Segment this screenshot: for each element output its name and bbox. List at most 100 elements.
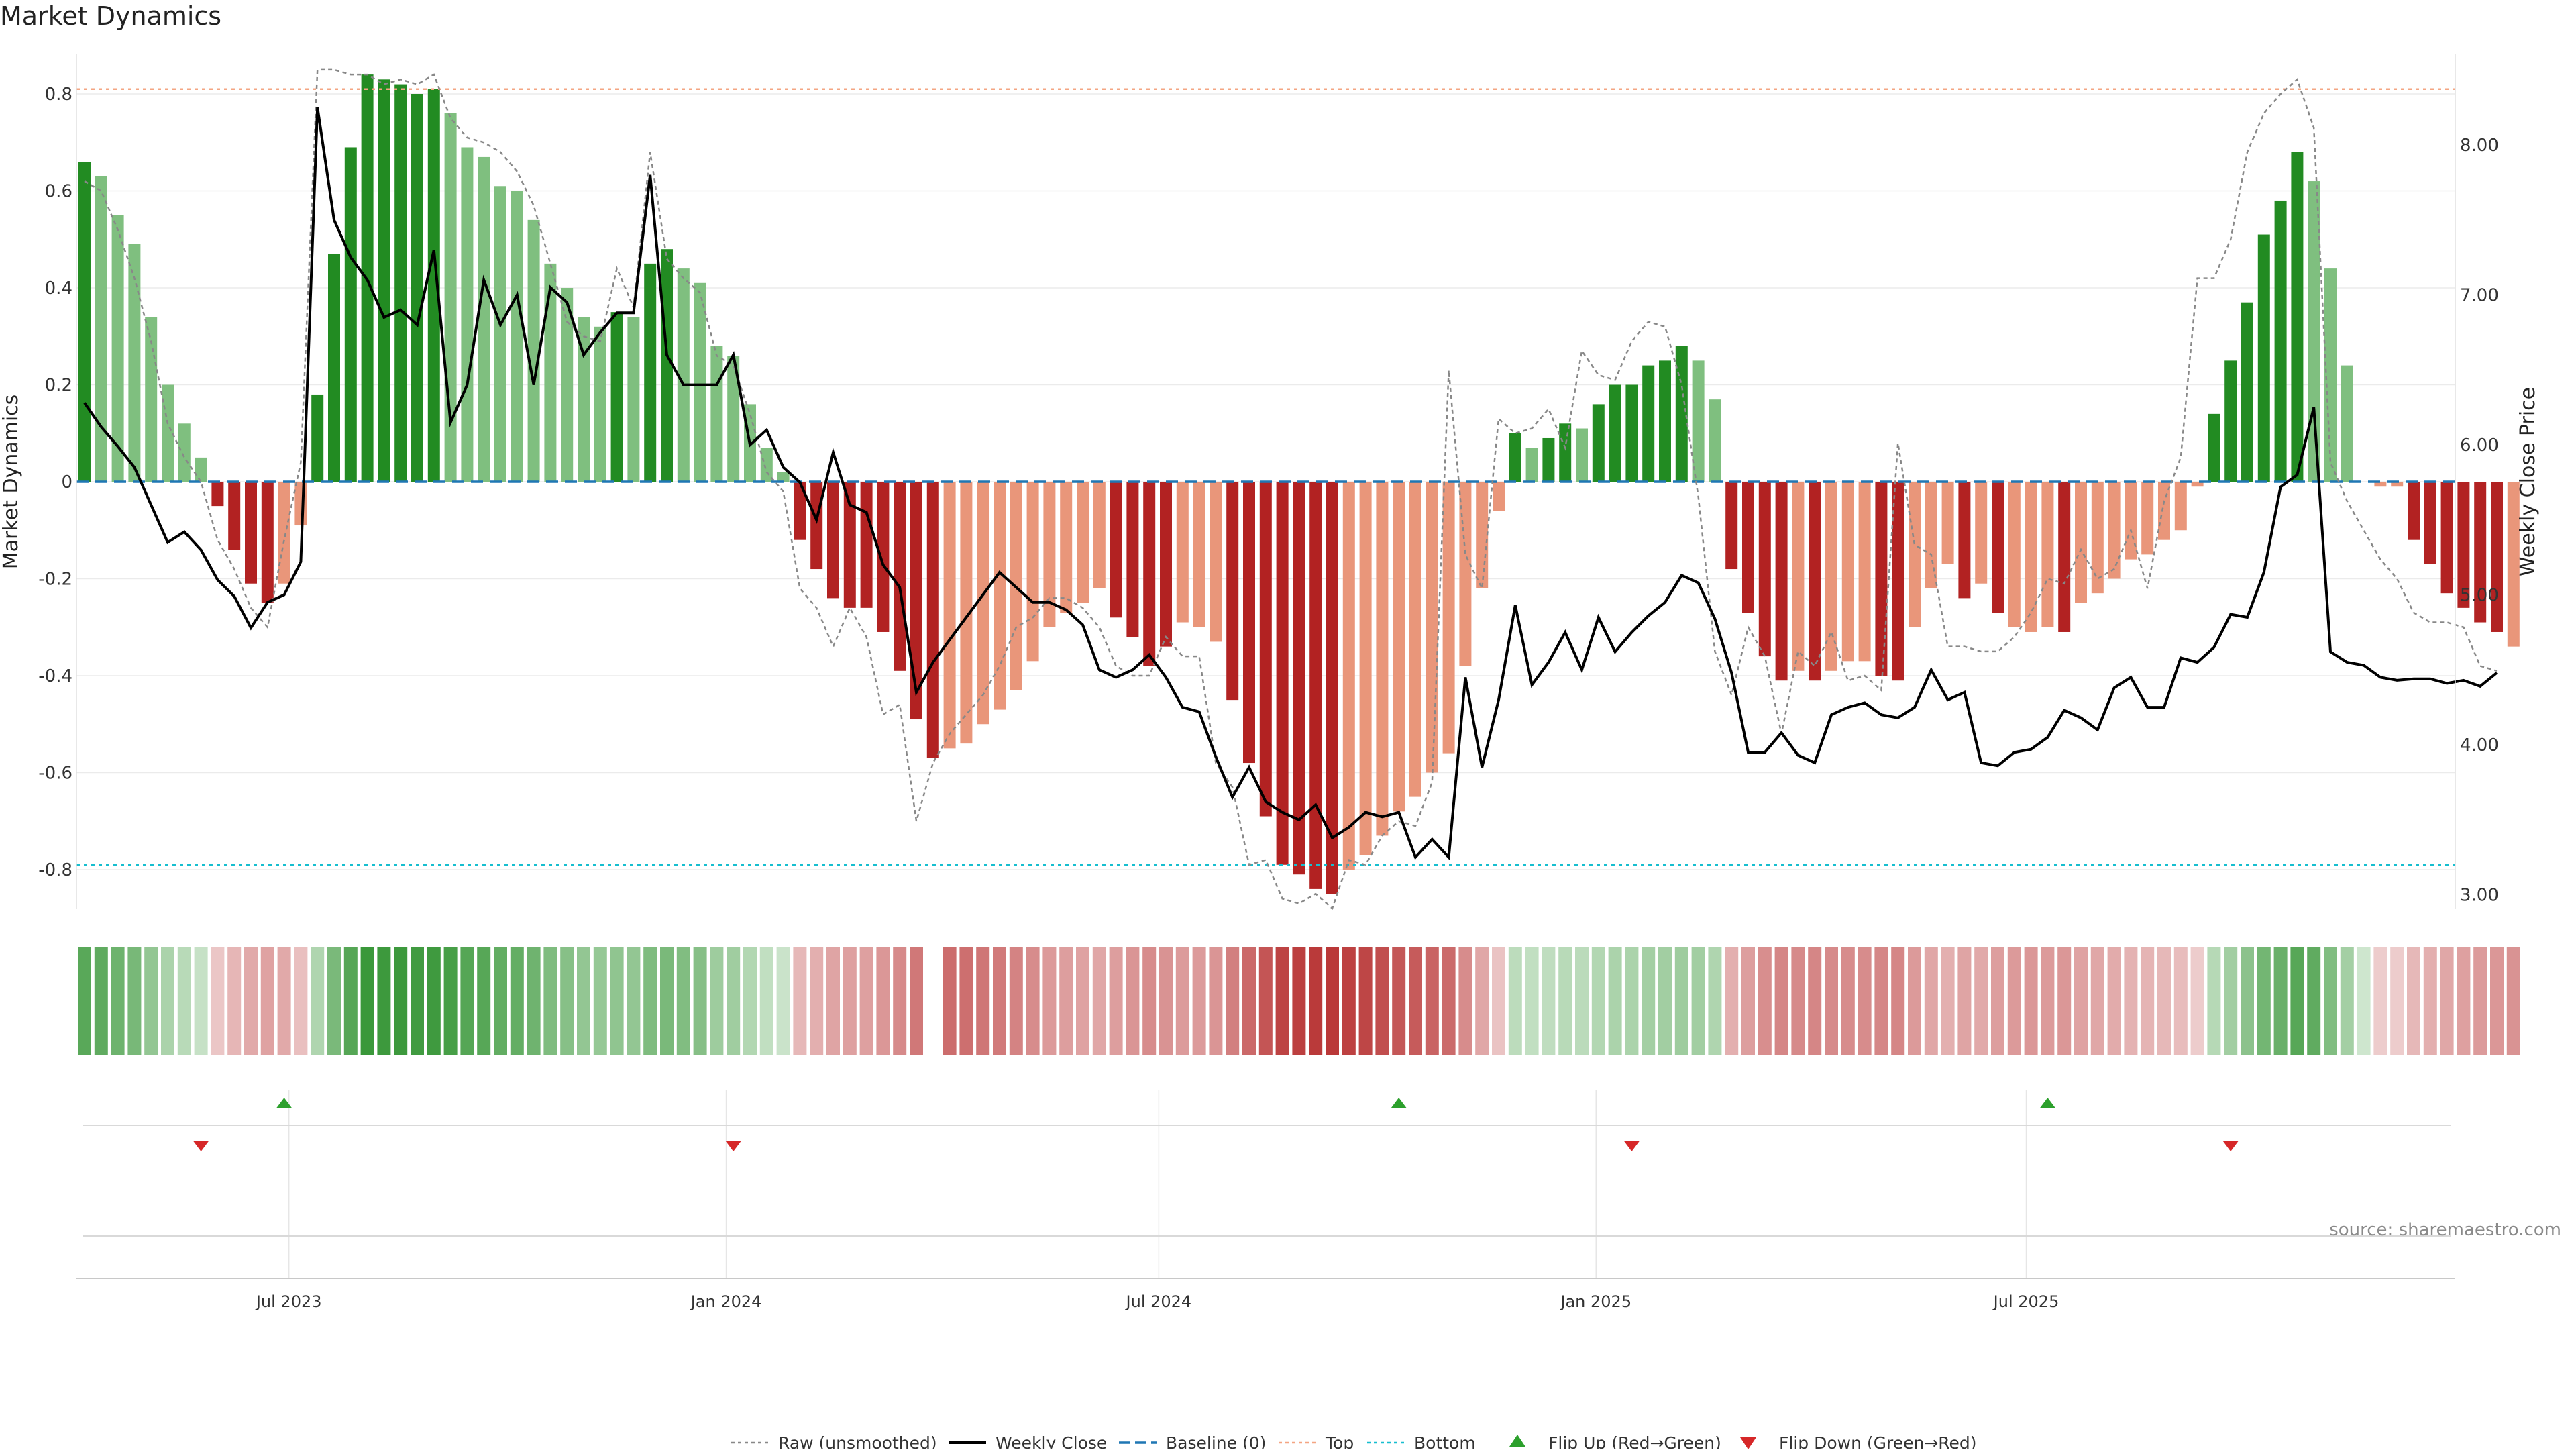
legend-close-label: Weekly Close	[996, 1433, 1107, 1449]
dynamics-bar	[494, 186, 506, 482]
dynamics-bar	[1293, 482, 1305, 875]
series-lines	[83, 68, 2498, 910]
flip-markers-panel	[83, 1098, 2451, 1237]
dynamics-bar	[777, 472, 790, 482]
heat-cell	[810, 947, 824, 1055]
dynamics-bar	[860, 482, 873, 608]
dynamics-bar	[1509, 433, 1521, 482]
legend-flip-up-label: Flip Up (Red→Green)	[1548, 1433, 1721, 1449]
heat-cell	[494, 947, 507, 1055]
heat-cell	[660, 947, 674, 1055]
dynamics-bar	[1758, 482, 1771, 657]
y-tick-label: 0.8	[45, 85, 72, 105]
dynamics-bar	[960, 482, 973, 744]
dynamics-bar	[111, 215, 124, 482]
dynamics-bar	[2291, 152, 2304, 482]
dynamics-bar	[1259, 482, 1272, 817]
dynamics-bar	[561, 288, 574, 482]
heat-cell	[1525, 947, 1539, 1055]
dynamics-bar	[2058, 482, 2071, 632]
page-title: Market Dynamics	[0, 1, 222, 31]
heat-cell	[194, 947, 208, 1055]
dynamics-bar	[1858, 482, 1871, 662]
heat-cell	[1342, 947, 1356, 1055]
heat-cell	[1558, 947, 1572, 1055]
heat-cell	[311, 947, 325, 1055]
heat-cell	[1475, 947, 1489, 1055]
heat-cell	[394, 947, 408, 1055]
heat-cell	[593, 947, 607, 1055]
heat-cell	[127, 947, 142, 1055]
raw-line	[84, 68, 2498, 910]
dynamics-bar	[894, 482, 906, 671]
dynamics-bar	[1542, 437, 1555, 482]
heat-cell	[1691, 947, 1705, 1055]
heat-cell	[776, 947, 790, 1055]
heat-cell	[411, 947, 424, 1055]
heat-cell	[2407, 947, 2420, 1055]
dynamics-bar	[2091, 482, 2104, 594]
heat-cell	[460, 947, 474, 1055]
source-label: source: sharemaestro.com	[2329, 1220, 2561, 1240]
heat-cell	[1791, 947, 1805, 1055]
heat-cell	[910, 947, 923, 1055]
dynamics-bar	[2041, 482, 2054, 627]
flip-down-marker	[725, 1141, 742, 1151]
dynamics-bar	[1775, 482, 1788, 681]
dynamics-bar	[1975, 482, 1988, 584]
y2-tick-label: 5.00	[2460, 586, 2499, 606]
flip-down-marker	[193, 1141, 209, 1151]
legend: Raw (unsmoothed) Weekly Close Baseline (0)…	[731, 1433, 1977, 1452]
dynamics-bar	[178, 423, 191, 482]
heat-cell	[2124, 947, 2138, 1055]
y-tick-label: -0.6	[38, 764, 72, 784]
dynamics-bar	[411, 94, 423, 482]
heat-cell	[2440, 947, 2454, 1055]
dynamics-bar	[1642, 365, 1655, 482]
dynamics-bar	[1559, 423, 1572, 482]
heat-cell	[859, 947, 873, 1055]
heat-cell	[2307, 947, 2321, 1055]
dynamics-bar	[1326, 482, 1338, 894]
dynamics-bar	[1110, 482, 1122, 618]
dynamics-bar	[2141, 482, 2154, 555]
dynamics-bar	[1210, 482, 1222, 642]
heat-cell	[360, 947, 374, 1055]
dynamics-bar	[2308, 181, 2320, 482]
y-tick-label: -0.4	[38, 666, 72, 686]
axes: 0.8 0.6 0.4 0.2 0 -0.2 -0.4 -0.6 -0.8 8.00 7.00 6.0…	[0, 54, 2540, 1311]
heat-cell	[1442, 947, 1456, 1055]
dynamics-bar	[2324, 268, 2337, 482]
heat-cell	[2324, 947, 2337, 1055]
dynamics-bar	[1160, 482, 1172, 647]
heat-cell	[1326, 947, 1339, 1055]
reference-lines	[76, 88, 2455, 866]
dynamics-bar	[1393, 482, 1405, 812]
dynamics-bar	[1077, 482, 1089, 603]
dynamics-bar	[2424, 482, 2436, 564]
dynamics-bar	[1875, 482, 1888, 676]
y-tick-label: 0.4	[45, 278, 72, 299]
heat-cell	[2290, 947, 2304, 1055]
dynamics-bar	[1592, 404, 1605, 482]
dynamics-bar	[2491, 482, 2503, 632]
heat-cell	[1209, 947, 1223, 1055]
heat-cell	[2224, 947, 2238, 1055]
heat-cell	[1741, 947, 1755, 1055]
dynamics-bar	[1126, 482, 1139, 637]
heat-cell	[693, 947, 707, 1055]
dynamics-bar	[994, 482, 1006, 710]
heat-cell	[2390, 947, 2404, 1055]
dynamics-bar	[1809, 482, 1821, 681]
legend-top-label: Top	[1325, 1433, 1354, 1449]
dynamics-bar	[1525, 448, 1538, 482]
heat-cell	[843, 947, 857, 1055]
heat-cell	[2423, 947, 2437, 1055]
heat-cell	[2024, 947, 2038, 1055]
dynamics-bar	[527, 219, 540, 482]
heat-cell	[1258, 947, 1273, 1055]
dynamics-bar	[2374, 482, 2387, 487]
heat-cell	[1841, 947, 1855, 1055]
